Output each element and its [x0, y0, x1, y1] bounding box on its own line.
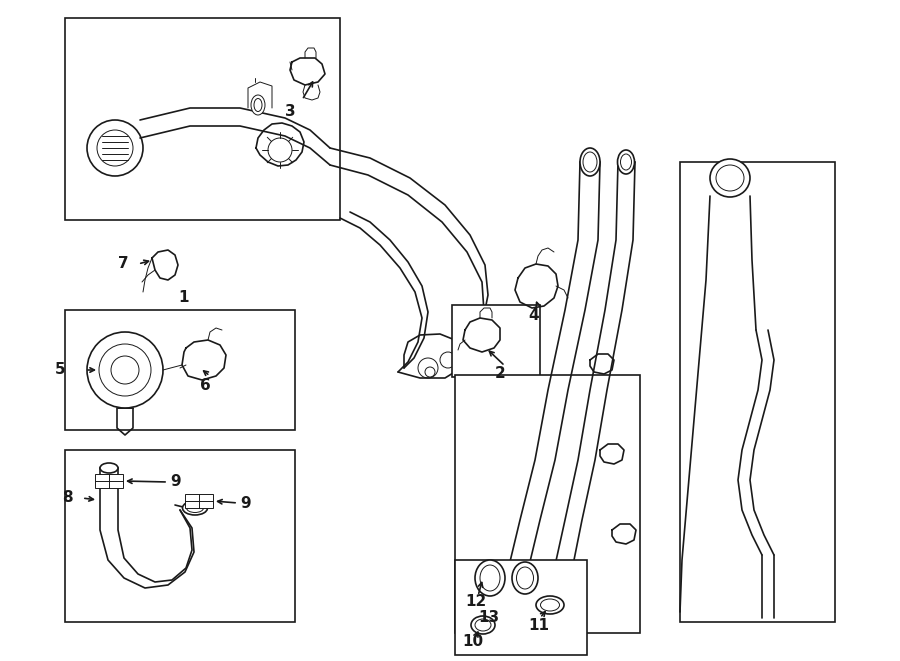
Text: 6: 6: [200, 379, 211, 393]
Circle shape: [87, 332, 163, 408]
Ellipse shape: [617, 150, 634, 174]
Text: 7: 7: [118, 256, 129, 272]
Text: 8: 8: [62, 490, 73, 506]
Ellipse shape: [580, 148, 600, 176]
Text: 10: 10: [462, 635, 483, 650]
Ellipse shape: [183, 501, 208, 515]
Ellipse shape: [471, 616, 495, 634]
Text: 11: 11: [528, 619, 549, 633]
Text: 1: 1: [178, 290, 188, 305]
Bar: [65, 18, 340, 220]
Bar: [452, 305, 540, 377]
Text: 13: 13: [478, 611, 500, 625]
Bar: [455, 560, 587, 655]
Text: 9: 9: [170, 475, 181, 490]
Circle shape: [87, 120, 143, 176]
Bar: [185, 494, 213, 508]
Ellipse shape: [251, 95, 265, 115]
Bar: [65, 310, 295, 430]
Text: 9: 9: [240, 496, 250, 510]
Ellipse shape: [475, 560, 505, 596]
Text: 5: 5: [55, 362, 66, 377]
Circle shape: [97, 130, 133, 166]
Ellipse shape: [536, 596, 564, 614]
Text: 4: 4: [528, 309, 538, 323]
Bar: [680, 162, 835, 622]
Text: 2: 2: [495, 366, 506, 381]
Bar: [455, 375, 640, 633]
Text: 12: 12: [465, 594, 486, 609]
Bar: [65, 450, 295, 622]
Ellipse shape: [100, 463, 118, 473]
Ellipse shape: [710, 159, 750, 197]
Ellipse shape: [512, 562, 538, 594]
Text: 3: 3: [285, 104, 295, 120]
Bar: [95, 474, 123, 488]
